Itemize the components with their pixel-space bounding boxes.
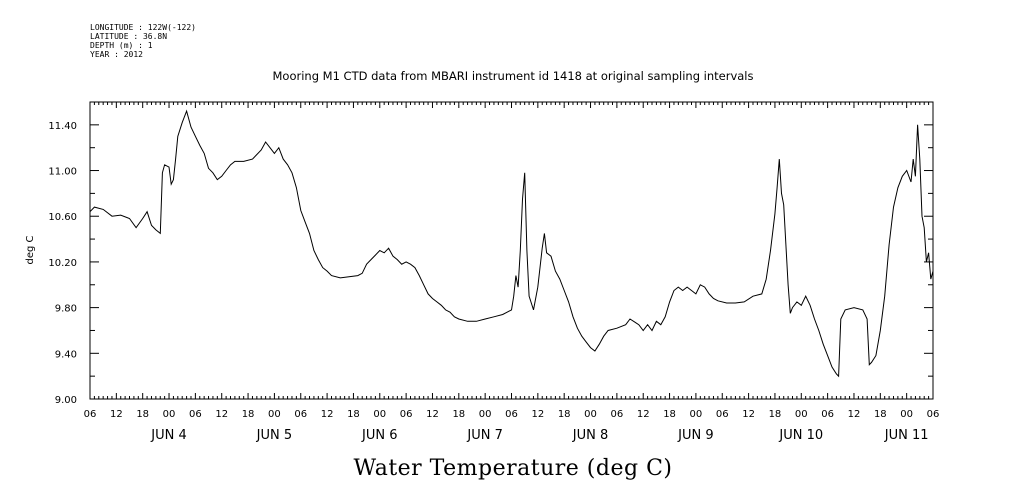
x-tick-label: 12	[742, 409, 755, 420]
x-tick-label: 00	[268, 409, 281, 420]
y-axis-label: deg C	[25, 235, 36, 264]
x-tick-label: 12	[531, 409, 544, 420]
day-label: JUN 6	[361, 428, 397, 443]
day-label: JUN 5	[256, 428, 292, 443]
depth-text: DEPTH (m) : 1	[90, 41, 153, 50]
x-tick-label: 06	[611, 409, 624, 420]
x-tick-label: 18	[663, 409, 676, 420]
y-tick-labels: 9.00 9.40 9.80 10.20 10.60 11.00 11.40	[48, 121, 77, 406]
y-tick-label: 11.40	[48, 121, 77, 132]
x-tick-label: 00	[479, 409, 492, 420]
x-tick-label: 00	[584, 409, 597, 420]
x-tick-label: 00	[795, 409, 808, 420]
day-label: JUN 11	[884, 428, 929, 443]
x-tick-label: 18	[452, 409, 465, 420]
x-tick-label: 06	[927, 409, 940, 420]
x-tick-label: 00	[373, 409, 386, 420]
x-tick-label: 06	[821, 409, 834, 420]
day-label: JUN 7	[466, 428, 502, 443]
chart-title: Mooring M1 CTD data from MBARI instrumen…	[273, 69, 754, 83]
x-tick-label: 12	[321, 409, 334, 420]
header-metadata: LONGITUDE : 122W(-122) LATITUDE : 36.8N …	[90, 23, 196, 59]
latitude-text: LATITUDE : 36.8N	[90, 32, 167, 41]
x-tick-label: 06	[189, 409, 202, 420]
x-tick-label: 00	[690, 409, 703, 420]
x-tick-label: 18	[242, 409, 255, 420]
year-text: YEAR : 2012	[90, 50, 143, 59]
day-label: JUN 8	[572, 428, 608, 443]
x-tick-label: 12	[110, 409, 123, 420]
x-tick-label: 12	[637, 409, 650, 420]
x-tick-label: 12	[426, 409, 439, 420]
x-tick-label: 12	[848, 409, 861, 420]
x-tick-label: 00	[163, 409, 176, 420]
x-tick-label: 06	[400, 409, 413, 420]
y-tick-label: 9.80	[55, 304, 77, 315]
longitude-text: LONGITUDE : 122W(-122)	[90, 23, 196, 32]
series-line	[89, 109, 934, 378]
y-tick-label: 10.20	[48, 258, 77, 269]
y-tick-label: 9.40	[55, 349, 77, 360]
x-tick-label: 12	[215, 409, 228, 420]
axis-ticks	[89, 101, 934, 400]
x-tick-label: 06	[294, 409, 307, 420]
day-label: JUN 9	[677, 428, 713, 443]
x-axis-label: Water Temperature (deg C)	[354, 456, 673, 481]
x-tick-labels: 06 12 18 00 06 12 18 00 06 12 18 00 06 12 18 00 06 12 18 00…	[84, 409, 940, 420]
plot-frame	[89, 101, 934, 400]
y-tick-label: 11.00	[48, 167, 77, 178]
y-tick-label: 9.00	[55, 395, 77, 406]
x-tick-label: 18	[874, 409, 887, 420]
day-label: JUN 4	[150, 428, 186, 443]
x-tick-label: 18	[558, 409, 571, 420]
x-tick-label: 00	[900, 409, 913, 420]
day-labels: JUN 4 JUN 5 JUN 6 JUN 7 JUN 8 JUN 9 JUN 10 JUN …	[150, 428, 928, 443]
x-tick-label: 18	[769, 409, 782, 420]
x-tick-label: 06	[505, 409, 518, 420]
x-tick-label: 06	[716, 409, 729, 420]
day-label: JUN 10	[778, 428, 823, 443]
x-tick-label: 06	[84, 409, 97, 420]
x-tick-label: 18	[347, 409, 360, 420]
y-tick-label: 10.60	[48, 212, 77, 223]
x-tick-label: 18	[136, 409, 149, 420]
